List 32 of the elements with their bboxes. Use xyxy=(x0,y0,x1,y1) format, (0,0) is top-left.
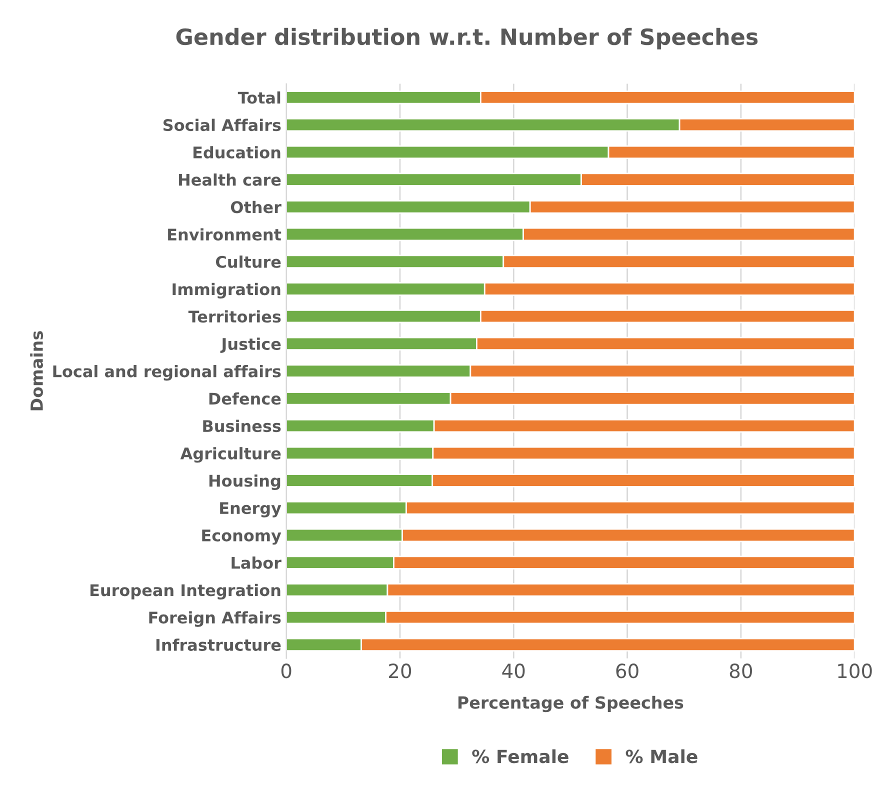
x-axis-title: Percentage of Speeches xyxy=(458,696,684,712)
y-tick-label: Environment xyxy=(168,228,282,241)
y-tick-label: Housing xyxy=(209,474,280,490)
y-tick-label: Local and regional affairs xyxy=(53,365,281,381)
x-tick-label: 40 xyxy=(502,664,525,678)
y-tick-label: Economy xyxy=(202,530,282,545)
legend-label: % Female xyxy=(472,749,568,764)
y-tick-label: Social Affairs xyxy=(163,118,281,132)
y-tick-label: Foreign Affairs xyxy=(149,611,281,627)
y-tick-label: Territories xyxy=(188,310,281,323)
y-tick-label: Agriculture xyxy=(180,447,281,463)
y-tick-label: Defence xyxy=(209,392,281,405)
chart-title: Gender distribution w.r.t. Number of Speeches xyxy=(176,28,758,50)
y-tick-label: Culture xyxy=(216,256,281,268)
x-tick-label: 0 xyxy=(281,664,292,678)
y-tick-label: Immigration xyxy=(172,282,280,299)
legend-label: % Male xyxy=(626,749,698,764)
y-tick-label: Education xyxy=(194,146,280,158)
x-tick-label: 20 xyxy=(389,664,412,678)
y-tick-label: Other xyxy=(230,200,282,214)
y-tick-label: European Integration xyxy=(90,584,280,600)
y-tick-label: Justice xyxy=(220,338,281,353)
x-tick-label: 100 xyxy=(838,664,872,678)
y-tick-label: Energy xyxy=(220,502,282,518)
x-tick-label: 60 xyxy=(616,664,638,678)
y-tick-label: Total xyxy=(238,91,280,104)
y-axis-title: Domains xyxy=(30,331,44,410)
y-tick-label: Business xyxy=(203,420,281,432)
y-tick-label: Labor xyxy=(232,556,282,569)
y-tick-label: Infrastructure xyxy=(156,638,281,651)
y-tick-label: Health care xyxy=(178,173,281,186)
x-tick-label: 80 xyxy=(730,664,752,678)
